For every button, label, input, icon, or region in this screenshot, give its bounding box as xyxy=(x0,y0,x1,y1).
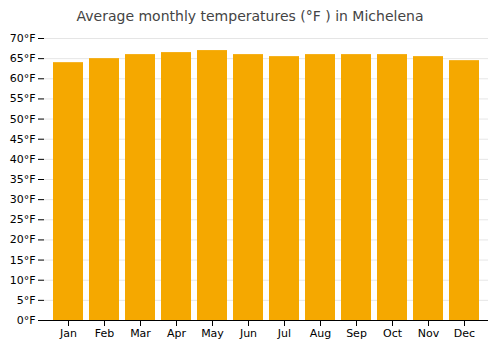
svg-text:Sep: Sep xyxy=(346,327,367,340)
svg-text:30°F: 30°F xyxy=(10,193,36,206)
svg-text:10°F: 10°F xyxy=(10,274,36,287)
svg-text:Jan: Jan xyxy=(59,327,77,340)
svg-text:May: May xyxy=(201,327,224,340)
svg-text:40°F: 40°F xyxy=(10,153,36,166)
svg-text:Jul: Jul xyxy=(277,327,291,340)
svg-text:5°F: 5°F xyxy=(17,294,36,307)
svg-text:Oct: Oct xyxy=(383,327,403,340)
svg-text:Apr: Apr xyxy=(167,327,187,340)
html-text:Average monthly temperatures (: Average monthly temperatures (°F ) in Mi… xyxy=(76,8,424,24)
svg-text:Aug: Aug xyxy=(310,327,331,340)
svg-text:35°F: 35°F xyxy=(10,173,36,186)
svg-text:70°F: 70°F xyxy=(10,32,36,45)
svg-text:Feb: Feb xyxy=(95,327,114,340)
svg-text:55°F: 55°F xyxy=(10,92,36,105)
svg-text:Dec: Dec xyxy=(454,327,475,340)
svg-text:0°F: 0°F xyxy=(17,314,36,327)
svg-text:Nov: Nov xyxy=(418,327,440,340)
svg-text:15°F: 15°F xyxy=(10,254,36,267)
svg-text:Mar: Mar xyxy=(130,327,151,340)
svg-text:Jun: Jun xyxy=(239,327,257,340)
svg-text:25°F: 25°F xyxy=(10,213,36,226)
svg-text:20°F: 20°F xyxy=(10,233,36,246)
svg-text:65°F: 65°F xyxy=(10,52,36,65)
svg-text:60°F: 60°F xyxy=(10,72,36,85)
svg-text:50°F: 50°F xyxy=(10,113,36,126)
svg-text:45°F: 45°F xyxy=(10,133,36,146)
